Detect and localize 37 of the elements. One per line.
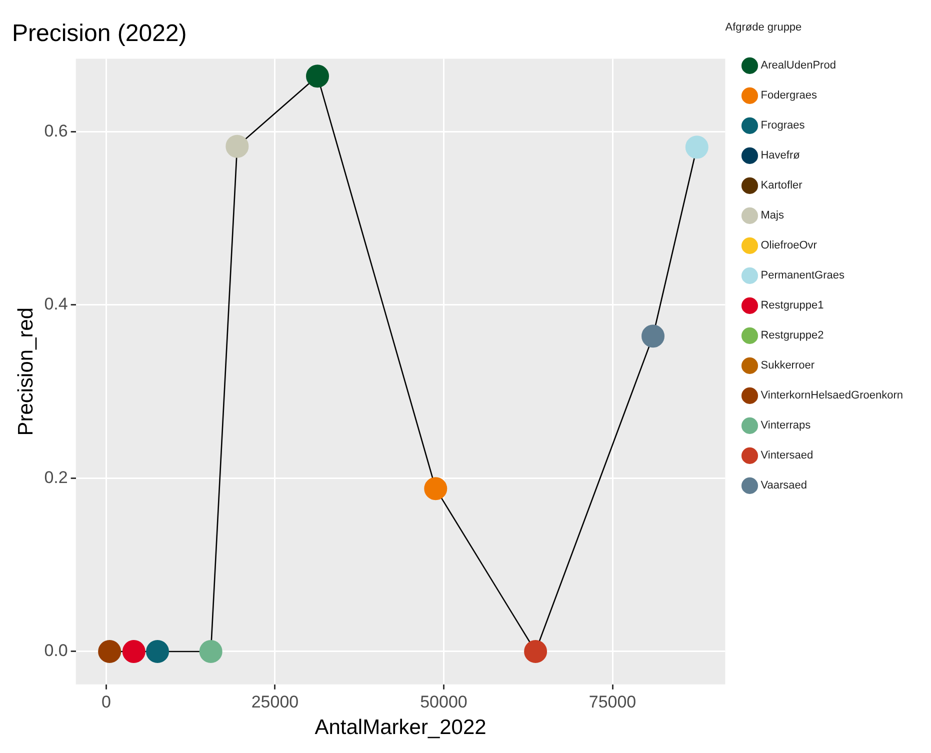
point [685, 136, 708, 159]
point [424, 477, 448, 500]
point [122, 640, 146, 663]
point [524, 640, 548, 663]
y-tick-label: 0.0 [44, 641, 68, 660]
legend-label: Restgruppe1 [760, 300, 824, 312]
y-axis-title: Precision_red [14, 307, 38, 436]
y-tick-label: 0.4 [44, 294, 68, 314]
legend-label: Sukkerroer [760, 360, 815, 372]
point [199, 640, 222, 663]
y-tick-label: 0.6 [44, 121, 68, 140]
legend-label: Fodergraes [760, 90, 818, 102]
legend-label: Majs [760, 210, 784, 222]
x-axis-title: AntalMarker_2022 [314, 716, 486, 740]
point [146, 640, 170, 663]
x-tick-label: 0 [101, 692, 111, 712]
legend-title: Afgrøde gruppe [725, 22, 802, 34]
point [226, 134, 249, 158]
legend-label: ArealUdenProd [760, 60, 836, 72]
legend-label: Vinterraps [760, 420, 812, 432]
legend-label: Restgruppe2 [760, 330, 824, 342]
legend-label: Havefrø [760, 150, 800, 162]
point [306, 64, 329, 88]
chart-title: Precision (2022) [12, 20, 187, 48]
x-tick-label: 50000 [420, 692, 468, 712]
x-tick-label: 25000 [251, 692, 299, 712]
legend-label: PermanentGraes [760, 270, 845, 282]
point [98, 640, 122, 663]
point [642, 324, 665, 348]
legend-label: Kartofler [760, 180, 803, 192]
y-tick-label: 0.2 [44, 468, 68, 487]
legend-label: Frograes [760, 120, 806, 132]
legend-label: VinterkornHelsaedGroenkorn [760, 390, 903, 402]
legend-label: Vaarsaed [760, 480, 808, 492]
legend-label: Vintersaed [760, 450, 814, 462]
legend-label: OliefroeOvr [760, 240, 818, 252]
x-tick-label: 75000 [588, 692, 636, 712]
